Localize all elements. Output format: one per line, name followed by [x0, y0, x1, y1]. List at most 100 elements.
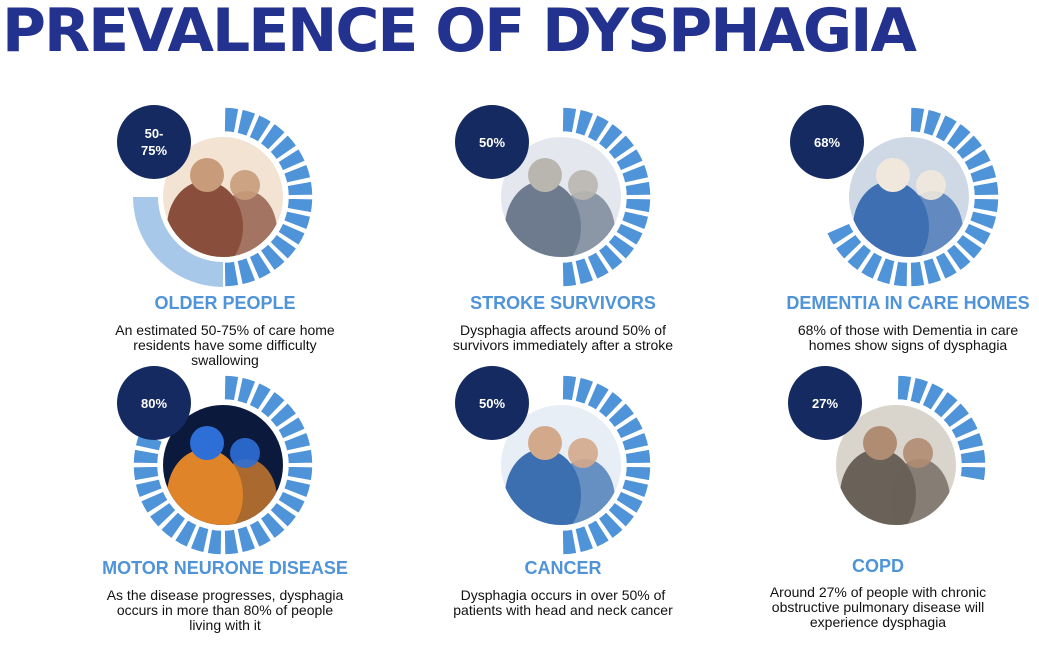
percentage-ring	[501, 374, 652, 556]
ring-segment	[909, 260, 926, 288]
ring-segment	[954, 133, 984, 161]
ring-segment	[268, 501, 298, 529]
ring-segment	[276, 415, 307, 441]
ring-segment	[561, 374, 578, 402]
ring-segment	[276, 489, 307, 515]
ring-segment	[223, 374, 240, 402]
ring-segment	[972, 197, 1000, 214]
ring-segment	[573, 256, 595, 286]
ring-segment	[585, 518, 611, 549]
ring-segment	[606, 401, 636, 429]
ring-segment	[573, 524, 595, 554]
ring-segment	[561, 528, 578, 556]
ring-segment	[148, 501, 178, 529]
ring-segment	[859, 250, 885, 281]
category-label: STROKE SURVIVORS	[470, 293, 656, 313]
percentage-ring	[836, 374, 987, 525]
ring-segment	[968, 209, 998, 231]
ring-segment	[268, 401, 298, 429]
ring-segment	[624, 465, 652, 482]
ring-segment	[268, 233, 298, 261]
ring-segment	[825, 221, 856, 247]
ring-segment	[932, 390, 960, 420]
ring-segment	[585, 250, 611, 281]
ring-segment	[561, 106, 578, 134]
ring-segment	[921, 108, 943, 138]
photo-patient-in-headscarf-hospital-bed	[501, 405, 621, 525]
category-label: CANCER	[524, 558, 602, 578]
category-label: DEMENTIA IN CARE HOMES	[786, 293, 1030, 313]
ring-segment	[941, 401, 971, 429]
ring-segment	[235, 108, 257, 138]
ring-segment	[834, 233, 864, 261]
ring-segment	[282, 209, 312, 231]
ring-segment	[614, 415, 645, 441]
ring-segment	[959, 448, 987, 465]
ring-segment	[139, 489, 170, 515]
ring-segment	[624, 180, 652, 197]
ring-segment	[968, 163, 998, 185]
ring-segment	[606, 133, 636, 161]
percentage-badge: 50%	[455, 105, 529, 179]
stat-card-stroke-survivors: 50% STROKE SURVIVORS Dysphagia affects a…	[393, 95, 733, 365]
ring-segment	[614, 489, 645, 515]
ring-segment	[573, 376, 595, 406]
category-description: Around 27% of people with chronic obstru…	[769, 584, 987, 630]
ring-segment	[573, 108, 595, 138]
ring-segment	[606, 233, 636, 261]
ring-segment	[933, 250, 959, 281]
stat-card-cancer: 50% CANCER Dysphagia occurs in over 50% …	[393, 360, 733, 630]
ring-segment	[223, 106, 240, 134]
ring-segment	[282, 477, 312, 499]
percentage-badge: 68%	[790, 105, 864, 179]
percentage-ring	[133, 106, 314, 288]
category-description: Dysphagia affects around 50% of survivor…	[452, 322, 674, 353]
ring-segment	[223, 260, 240, 288]
ring-segment	[206, 528, 223, 556]
ring-segment	[597, 390, 625, 420]
stat-card-dementia: 68% DEMENTIA IN CARE HOMES 68% of those …	[738, 95, 1039, 365]
category-description: An estimated 50-75% of care home residen…	[115, 322, 335, 368]
ring-segment	[933, 113, 959, 144]
ring-segment	[614, 221, 645, 247]
stat-card-motor-neurone-disease: 80% MOTOR NEURONE DISEASE As the disease…	[55, 360, 395, 633]
ring-segment	[235, 524, 257, 554]
ring-segment	[624, 448, 652, 465]
ring-segment	[132, 448, 160, 465]
ring-segment	[282, 163, 312, 185]
percentage-badge: 50%	[455, 366, 529, 440]
ring-segment	[962, 221, 993, 247]
ring-segment	[268, 133, 298, 161]
ring-segment	[189, 524, 211, 554]
ring-segment	[259, 122, 287, 152]
ring-segment	[955, 431, 985, 453]
ring-segment	[949, 415, 980, 441]
ring-segment	[892, 260, 909, 288]
ring-segment	[945, 122, 973, 152]
percentage-badge: 27%	[788, 366, 862, 440]
ring-segment	[585, 381, 611, 412]
ring-segment	[247, 113, 273, 144]
ring-segment	[561, 260, 578, 288]
stat-card-copd: 27% COPD Around 27% of people with chron…	[738, 360, 1039, 630]
ring-segment	[259, 510, 287, 540]
ring-segment	[875, 256, 897, 286]
ring-segment	[614, 147, 645, 173]
percentage-badge: 80%	[117, 366, 191, 440]
ring-segment	[606, 501, 636, 529]
ring-segment	[247, 518, 273, 549]
percentage-ring	[825, 106, 1000, 288]
ring-segment	[597, 510, 625, 540]
ring-segment	[286, 465, 314, 482]
ring-segment	[286, 197, 314, 214]
ring-segment	[247, 250, 273, 281]
ring-segment	[620, 163, 650, 185]
ring-segment	[286, 448, 314, 465]
ring-segment	[134, 477, 164, 499]
ring-segment	[159, 510, 187, 540]
ring-segment	[954, 233, 984, 261]
ring-segment	[620, 477, 650, 499]
category-label: MOTOR NEURONE DISEASE	[102, 558, 348, 578]
page-title: PREVALENCE OF DYSPHAGIA	[2, 0, 917, 66]
ring-segment	[920, 381, 946, 412]
